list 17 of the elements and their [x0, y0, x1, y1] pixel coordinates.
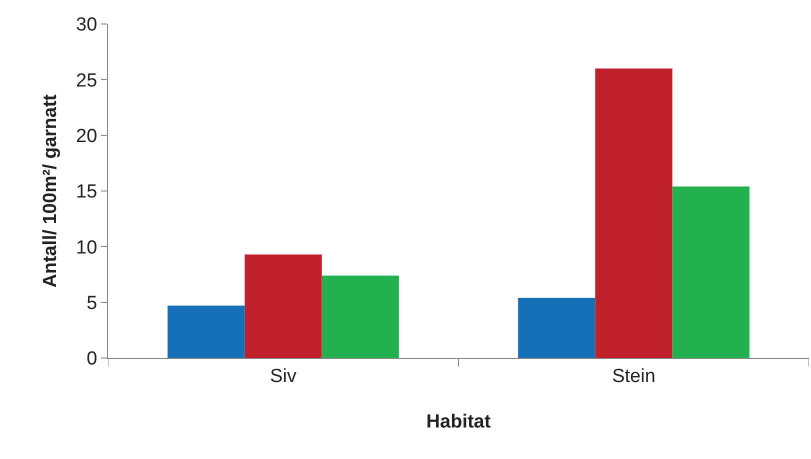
x-axis-title: Habitat [426, 412, 492, 433]
y-tick-label: 30 [76, 14, 98, 36]
y-tick-label: 0 [86, 348, 98, 370]
bar [672, 186, 750, 358]
bar [595, 68, 672, 358]
bar [518, 298, 596, 358]
bar [168, 306, 245, 358]
bar [244, 254, 322, 358]
bar [322, 276, 399, 358]
y-tick-label: 5 [86, 292, 98, 314]
y-tick-label: 25 [76, 70, 98, 92]
y-axis-title: Antall/ 100m²/ garnatt [40, 94, 61, 288]
x-tick-label: Siv [270, 366, 297, 387]
y-tick-label: 10 [76, 237, 98, 258]
x-tick-label: Stein [612, 366, 656, 387]
y-tick-label: 15 [76, 182, 98, 203]
y-tick-label: 20 [76, 126, 98, 147]
